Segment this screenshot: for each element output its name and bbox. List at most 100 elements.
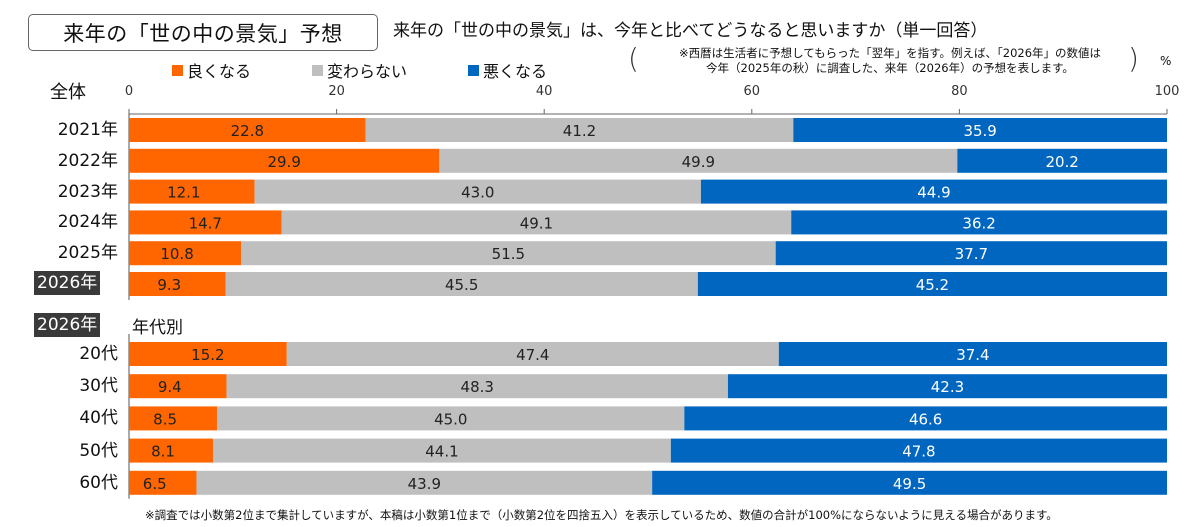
legend-label-same: 変わらない xyxy=(327,62,408,81)
bar-segment-same xyxy=(281,210,792,235)
bar-segment-better xyxy=(129,470,197,495)
data-label-worse: 49.5 xyxy=(893,475,926,493)
data-label-worse: 47.8 xyxy=(902,443,935,461)
data-label-better: 9.3 xyxy=(157,276,181,294)
category-label: 2023年 xyxy=(57,181,118,202)
legend-swatch-better xyxy=(172,64,183,76)
question-subtitle: 来年の「世の中の景気」は、今年と比べてどうなると思いますか（単一回答） xyxy=(393,21,988,41)
legend-swatch-same xyxy=(312,64,323,76)
bar-segment-worse xyxy=(791,210,1167,235)
data-label-same: 48.3 xyxy=(461,378,494,396)
category-label: 2025年 xyxy=(57,243,118,264)
year-note: ※西暦は生活者に予想してもらった「翌年」を指す。例えば、「2026年」の数値は … xyxy=(640,46,1140,76)
bar-segment-same xyxy=(286,342,779,366)
data-label-better: 12.1 xyxy=(167,184,200,202)
bar-segment-worse xyxy=(793,118,1167,142)
data-label-better: 29.9 xyxy=(267,153,300,171)
category-label: 60代 xyxy=(79,472,118,493)
data-label-better: 10.8 xyxy=(160,245,193,263)
bar-segment-same xyxy=(439,148,958,173)
bar-segment-same xyxy=(196,470,653,495)
data-label-worse: 36.2 xyxy=(962,214,995,232)
bar-segment-worse xyxy=(778,342,1167,366)
data-label-better: 14.7 xyxy=(189,214,222,232)
bar-segment-better xyxy=(129,406,218,431)
data-label-better: 8.5 xyxy=(153,410,177,428)
footnote: ※調査では小数第2位まで集計していますが、本稿は小数第1位まで（小数第2位を四捨… xyxy=(145,508,1058,522)
section-age-label: 年代別 xyxy=(132,318,183,338)
bar-segment-worse xyxy=(652,470,1167,495)
section-overall-label: 全体 xyxy=(50,82,86,103)
category-label: 2026年 xyxy=(34,271,101,295)
bar-segment-better xyxy=(129,241,242,266)
data-label-same: 44.1 xyxy=(425,443,458,461)
category-label: 20代 xyxy=(79,344,118,364)
data-label-same: 45.0 xyxy=(434,410,467,428)
bar-segment-worse xyxy=(670,438,1167,463)
data-label-worse: 37.7 xyxy=(955,245,988,263)
data-label-same: 49.1 xyxy=(520,214,553,232)
category-label: 40代 xyxy=(79,408,118,429)
data-label-same: 41.2 xyxy=(563,122,596,140)
data-label-worse: 20.2 xyxy=(1045,153,1078,171)
x-tick-label: 60 xyxy=(743,84,761,99)
data-label-worse: 44.9 xyxy=(917,184,950,202)
bar-segment-worse xyxy=(775,241,1167,266)
x-tick-label: 100 xyxy=(1154,84,1180,99)
data-label-better: 15.2 xyxy=(191,346,224,364)
data-label-worse: 35.9 xyxy=(963,122,996,140)
bar-segment-same xyxy=(213,438,671,463)
bar-segment-worse xyxy=(684,406,1167,431)
data-label-worse: 45.2 xyxy=(916,276,949,294)
year-note-line2: 今年（2025年の秋）に調査した、来年（2026年）の予想を表します。 xyxy=(706,61,1074,75)
data-label-same: 49.9 xyxy=(682,153,715,171)
bar-segment-better xyxy=(129,342,287,366)
legend-item-worse: 悪くなる xyxy=(468,58,547,82)
data-label-same: 47.4 xyxy=(516,346,549,364)
bar-segment-better xyxy=(129,374,227,399)
bar-segment-better xyxy=(129,118,366,142)
legend-swatch-worse xyxy=(468,64,479,76)
data-label-better: 8.1 xyxy=(151,443,175,461)
x-tick-label: 80 xyxy=(951,84,968,99)
data-label-better: 9.4 xyxy=(158,378,182,396)
category-label: 50代 xyxy=(79,440,118,461)
bar-segment-better xyxy=(129,179,255,204)
chart-title: 来年の「世の中の景気」予想 xyxy=(28,14,378,51)
unit-label: % xyxy=(1160,54,1172,68)
bar-segment-worse xyxy=(697,272,1167,296)
bar-segment-worse xyxy=(957,148,1167,173)
data-label-same: 43.0 xyxy=(461,184,494,202)
bar-segment-worse xyxy=(700,179,1167,204)
x-tick-label: 20 xyxy=(328,84,345,99)
bar-segment-same xyxy=(365,118,794,142)
note-bracket-right: ) xyxy=(1128,42,1139,75)
bar-segment-same xyxy=(217,406,685,431)
bar-segment-better xyxy=(129,272,226,296)
bar-segment-better xyxy=(129,210,282,235)
data-label-better: 22.8 xyxy=(231,122,264,140)
category-label: 2022年 xyxy=(57,150,118,171)
bar-segment-worse xyxy=(727,374,1167,399)
data-label-worse: 37.4 xyxy=(956,346,989,364)
category-label: 2024年 xyxy=(57,212,118,233)
bar-segment-same xyxy=(225,272,698,296)
x-tick-label: 0 xyxy=(124,84,134,99)
legend-label-better: 良くなる xyxy=(187,62,252,81)
data-label-same: 51.5 xyxy=(492,245,525,263)
data-label-same: 45.5 xyxy=(445,276,478,294)
bar-segment-better xyxy=(129,148,440,173)
data-label-same: 43.9 xyxy=(408,475,441,493)
legend-item-better: 良くなる xyxy=(172,58,251,82)
data-label-worse: 42.3 xyxy=(931,378,964,396)
legend-item-same: 変わらない xyxy=(312,58,407,82)
bar-segment-same xyxy=(241,241,776,266)
x-tick-label: 40 xyxy=(535,84,553,99)
year-note-line1: ※西暦は生活者に予想してもらった「翌年」を指す。例えば、「2026年」の数値は xyxy=(678,46,1102,60)
data-label-better: 6.5 xyxy=(143,475,167,493)
bar-segment-better xyxy=(129,438,214,463)
section-age-badge: 2026年 xyxy=(34,313,101,337)
legend-label-worse: 悪くなる xyxy=(483,62,548,81)
category-label: 2021年 xyxy=(57,120,118,140)
